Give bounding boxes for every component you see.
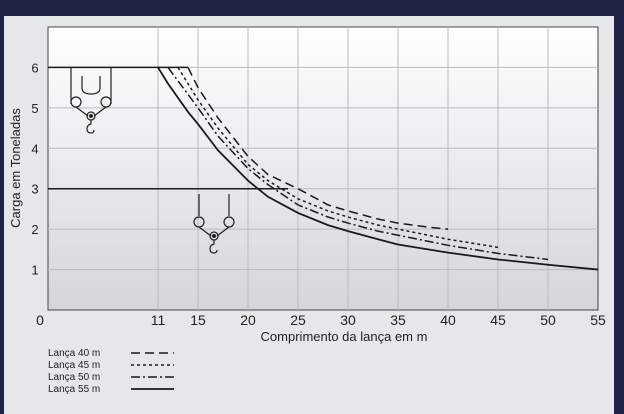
legend-label: Lança 40 m	[48, 348, 100, 359]
x-tick-label: 35	[390, 312, 406, 328]
series-group	[157, 66, 599, 271]
y-axis-label: Carga em Toneladas	[8, 108, 23, 228]
y-tick-label: 1	[31, 263, 38, 278]
series-line	[157, 66, 599, 271]
y-tick-label: 6	[31, 60, 38, 75]
x-tick-label: 40	[440, 312, 456, 328]
x-tick-label: 11	[151, 312, 166, 328]
x-tick-label: 0	[36, 312, 44, 328]
legend-label: Lança 45 m	[48, 360, 100, 371]
x-axis-label: Comprimento da lança em m	[261, 329, 428, 344]
x-tick-label: 30	[340, 312, 356, 328]
series-line	[167, 66, 549, 261]
reference-lines	[48, 66, 288, 190]
x-tick-labels: 0 11 15 20 25 30 35 40 45 50 55	[36, 312, 606, 328]
y-tick-label: 5	[31, 101, 38, 116]
x-tick-label: 25	[290, 312, 306, 328]
y-tick-label: 4	[31, 141, 38, 156]
legend-label: Lança 50 m	[48, 372, 100, 383]
x-tick-label: 15	[190, 312, 206, 328]
x-tick-label: 45	[490, 312, 506, 328]
x-tick-label: 20	[240, 312, 256, 328]
y-tick-label: 2	[31, 222, 38, 237]
x-tick-label: 55	[590, 312, 606, 328]
series-line	[177, 67, 499, 249]
y-tick-label: 3	[31, 182, 38, 197]
four-line-hook-block-icon	[70, 68, 112, 134]
y-tick-labels: 1 2 3 4 5 6	[31, 60, 38, 277]
two-line-hook-block-icon	[193, 194, 235, 254]
x-tick-label: 50	[540, 312, 556, 328]
plot-area	[47, 26, 599, 311]
series-line	[187, 67, 449, 230]
legend-label: Lança 55 m	[48, 384, 100, 395]
